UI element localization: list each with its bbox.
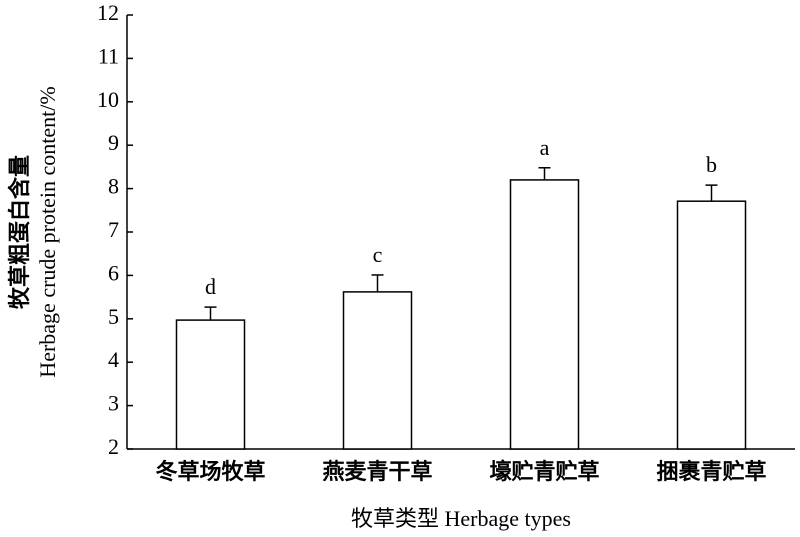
x-tick-label: 燕麦青干草: [322, 459, 432, 484]
y-tick-label: 10: [97, 87, 119, 112]
bar: [175, 319, 246, 450]
annotation: b: [706, 152, 717, 177]
y-tick-label: 9: [108, 130, 119, 155]
y-tick-label: 2: [108, 434, 119, 459]
bar: [342, 291, 413, 450]
y-axis-label: Herbage crude protein content/%: [35, 86, 60, 377]
y-tick-label: 11: [98, 43, 119, 68]
annotation: c: [373, 242, 383, 267]
y-tick-label: 7: [108, 217, 119, 242]
x-tick-label: 冬草场牧草: [155, 459, 265, 484]
x-tick-label: 捆裹青贮草: [656, 459, 766, 484]
y-tick-label: 3: [108, 391, 119, 416]
annotation: a: [540, 135, 550, 160]
bar: [509, 179, 580, 450]
x-axis-label: 牧草类型 Herbage types: [351, 506, 571, 531]
y-tick-label: 12: [97, 0, 119, 25]
y-axis-label: 牧草粗蛋白含量: [7, 155, 32, 309]
y-tick-label: 8: [108, 174, 119, 199]
y-tick-label: 4: [108, 347, 119, 372]
y-tick-label: 5: [108, 304, 119, 329]
bar: [676, 200, 747, 450]
y-tick-label: 6: [108, 260, 119, 285]
annotation: d: [205, 274, 216, 299]
x-tick-label: 壕贮青贮草: [489, 459, 599, 484]
